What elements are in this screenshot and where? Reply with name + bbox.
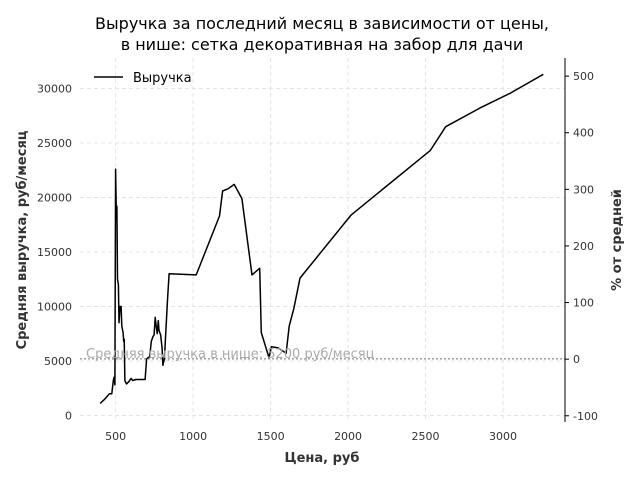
axes: [564, 58, 569, 422]
y-axis-label: Средняя выручка, руб/месяц: [15, 130, 30, 349]
x-axis-label: Цена, руб: [285, 451, 360, 466]
y2-axis-label: % от средней: [610, 189, 625, 291]
average-annotation: Средняя выручка в нише: 5200 руб/месяц: [86, 347, 375, 362]
chart-title-line-2: в нише: сетка декоративная на забор для …: [121, 35, 524, 54]
y2-tick-label: 100: [573, 297, 594, 310]
y-tick-label: 15000: [37, 246, 72, 259]
x-tick-label: 1500: [257, 430, 285, 443]
grid: [80, 58, 565, 422]
x-tick-label: 500: [105, 430, 126, 443]
series-line-revenue: [99, 73, 544, 405]
y-tick-label: 0: [65, 409, 72, 422]
x-tick-label: 1000: [179, 430, 207, 443]
y-tick-label: 20000: [37, 191, 72, 204]
y-tick-label: 10000: [37, 300, 72, 313]
x-tick-label: 2500: [412, 430, 440, 443]
y2-tick-label: 300: [573, 183, 594, 196]
y-tick-label: 25000: [37, 137, 72, 150]
legend: Выручка: [94, 71, 192, 86]
y2-tick-label: 0: [573, 353, 580, 366]
x-tick-label: 2000: [334, 430, 362, 443]
y2-tick-label: -100: [573, 410, 598, 423]
y-tick-label: 30000: [37, 83, 72, 96]
tick-labels: 500 1000 1500 2000 2500 300005000100001500020…: [37, 70, 598, 443]
y2-tick-label: 200: [573, 240, 594, 253]
legend-label: Выручка: [133, 71, 192, 86]
chart-title-line-1: Выручка за последний месяц в зависимости…: [95, 14, 549, 33]
y-tick-label: 5000: [44, 355, 72, 368]
x-tick-label: 3000: [489, 430, 517, 443]
y2-tick-label: 400: [573, 127, 594, 140]
y2-tick-label: 500: [573, 70, 594, 83]
